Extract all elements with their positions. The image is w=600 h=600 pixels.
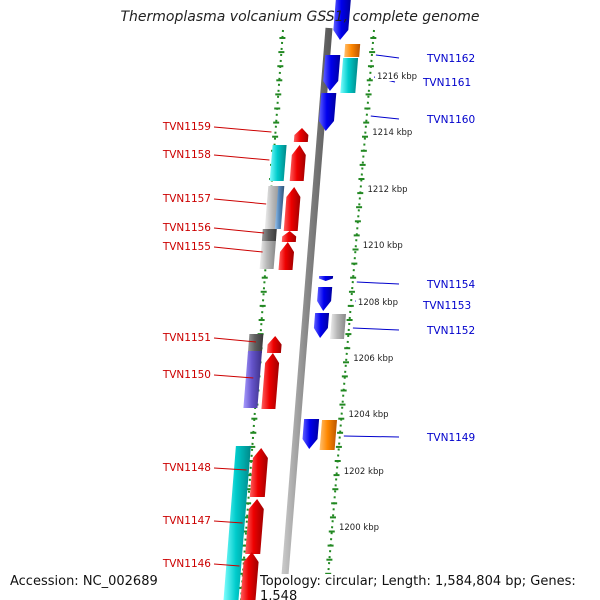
- gene-label: TVN1153: [422, 300, 471, 312]
- kbp-label: 1212 kbp: [367, 185, 407, 195]
- gene-feature: [278, 242, 294, 270]
- label-leader-line: [213, 563, 240, 567]
- gene-label: TVN1152: [426, 325, 475, 337]
- gene-label: TVN1147: [162, 515, 211, 527]
- gene-feature: [261, 229, 277, 241]
- gene-feature: [259, 241, 276, 269]
- gene-feature: [289, 145, 306, 181]
- gene-label: TVN1150: [162, 369, 211, 381]
- label-leader-line: [343, 435, 400, 438]
- gene-feature: [340, 58, 359, 93]
- gene-feature: [261, 353, 280, 409]
- gene-label: TVN1146: [162, 558, 211, 570]
- gene-features: [223, 0, 361, 600]
- label-leader-line: [213, 374, 254, 379]
- kbp-label: 1210 kbp: [363, 241, 403, 251]
- gene-label: TVN1160: [426, 114, 475, 126]
- gene-feature: [319, 420, 337, 450]
- gene-feature: [266, 336, 282, 353]
- gene-feature: [240, 552, 259, 600]
- label-leader-line: [370, 115, 400, 120]
- label-leader-line: [213, 154, 270, 161]
- label-leader-line: [352, 327, 400, 331]
- gene-feature: [249, 448, 268, 497]
- gene-label: TVN1154: [426, 279, 475, 291]
- gene-label: TVN1157: [162, 193, 211, 205]
- map-title: Thermoplasma volcanium GSS1, complete ge…: [120, 9, 480, 25]
- gene-labels: TVN1159 TVN1158 TVN1157 TVN1156 TVN1155 TVN11…: [162, 53, 476, 570]
- gene-label: TVN1162: [426, 53, 475, 65]
- gene-label: TVN1159: [162, 121, 211, 133]
- gene-feature: [243, 351, 262, 408]
- kbp-label: 1206 kbp: [353, 354, 393, 364]
- gene-feature: [247, 334, 264, 353]
- kbp-label: 1204 kbp: [348, 410, 388, 420]
- gene-label: TVN1161: [422, 77, 471, 89]
- gene-feature: [333, 0, 351, 40]
- gene-feature: [313, 313, 330, 338]
- label-leader-line: [213, 246, 263, 253]
- gene-feature: [283, 187, 301, 231]
- gene-label: TVN1148: [162, 462, 211, 474]
- gene-feature: [318, 276, 334, 281]
- gene-feature: [245, 499, 264, 554]
- gene-feature: [330, 314, 346, 339]
- gene-feature: [323, 55, 341, 91]
- label-leader-line: [213, 227, 265, 234]
- kbp-labels: 1216 kbp 1214 kbp 1212 kbp 1210 kbp 1208 kbp…: [336, 71, 421, 533]
- gene-feature: [344, 44, 361, 57]
- gene-label: TVN1149: [426, 432, 475, 444]
- genome-summary: Topology: circular; Length: 1,584,804 bp…: [258, 574, 600, 600]
- kbp-label: 1202 kbp: [344, 467, 384, 477]
- kbp-label: 1200 kbp: [339, 523, 379, 533]
- label-leader-line: [213, 126, 272, 133]
- gene-feature: [281, 231, 297, 242]
- gene-label: TVN1156: [162, 222, 211, 234]
- gene-feature: [293, 128, 309, 142]
- label-leader-line: [356, 281, 400, 285]
- gene-label: TVN1158: [162, 149, 211, 161]
- gene-feature: [302, 419, 320, 449]
- gene-feature: [274, 186, 285, 229]
- label-leader-line: [213, 467, 247, 471]
- label-leader-line: [375, 54, 400, 59]
- ruler-ticks: [238, 37, 377, 589]
- label-leader-line: [213, 337, 257, 343]
- label-leader-line: [213, 520, 243, 524]
- kbp-label: 1208 kbp: [358, 298, 398, 308]
- gene-feature: [269, 145, 287, 181]
- gene-feature: [319, 93, 337, 131]
- kbp-label: 1216 kbp: [377, 72, 417, 82]
- kbp-label: 1214 kbp: [372, 128, 412, 138]
- gene-feature: [317, 287, 333, 311]
- accession-label: Accession: NC_002689: [8, 574, 160, 589]
- gene-label: TVN1151: [162, 332, 211, 344]
- gene-label: TVN1155: [162, 241, 211, 253]
- label-leader-line: [213, 198, 267, 205]
